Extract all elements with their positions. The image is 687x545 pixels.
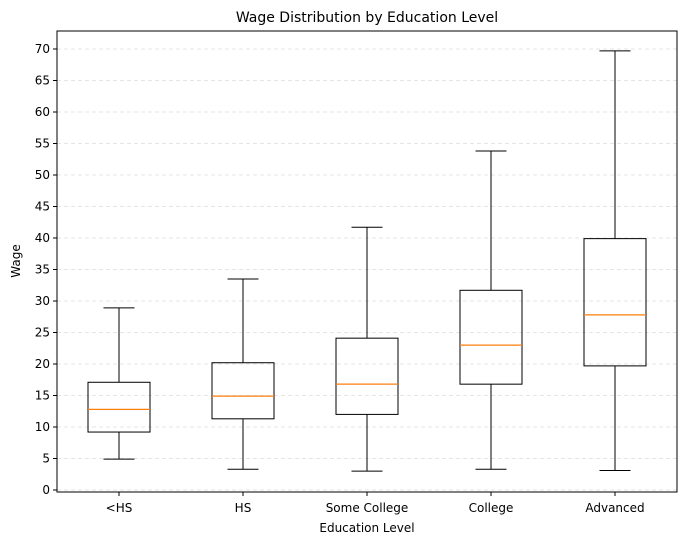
y-tick-label-20: 20 <box>35 357 50 371</box>
box-group-1 <box>211 278 275 470</box>
x-tick-label-2: Some College <box>326 501 409 515</box>
y-tick-label-0: 0 <box>42 483 50 497</box>
iqr-box <box>459 289 523 385</box>
y-tick-label-45: 45 <box>35 200 50 214</box>
y-axis-ticks: 0 5 10 15 20 25 30 35 40 45 50 55 60 65 70 <box>35 42 57 497</box>
y-tick-label-5: 5 <box>42 452 50 466</box>
box-group-3 <box>459 150 523 470</box>
y-tick-label-15: 15 <box>35 389 50 403</box>
x-tick-label-1: HS <box>235 501 252 515</box>
boxes <box>87 50 647 472</box>
y-tick-label-65: 65 <box>35 74 50 88</box>
chart-title: Wage Distribution by Education Level <box>236 10 498 26</box>
x-axis-ticks: <HS HS Some College College Advanced <box>106 492 645 515</box>
y-axis-label: Wage <box>9 244 23 277</box>
y-tick-label-60: 60 <box>35 105 50 119</box>
x-axis-label: Education Level <box>319 521 414 535</box>
y-tick-label-10: 10 <box>35 420 50 434</box>
box-group-0 <box>87 307 151 460</box>
x-tick-label-4: Advanced <box>585 501 644 515</box>
y-tick-label-50: 50 <box>35 168 50 182</box>
iqr-box <box>87 381 151 433</box>
y-tick-label-40: 40 <box>35 231 50 245</box>
box-group-2 <box>335 226 399 472</box>
y-tick-label-70: 70 <box>35 42 50 56</box>
iqr-box <box>335 337 399 415</box>
y-tick-label-35: 35 <box>35 263 50 277</box>
iqr-box <box>583 238 647 367</box>
y-tick-label-55: 55 <box>35 137 50 151</box>
y-tick-label-25: 25 <box>35 326 50 340</box>
iqr-box <box>211 362 275 420</box>
x-tick-label-0: <HS <box>106 501 133 515</box>
box-group-4 <box>583 50 647 471</box>
x-tick-label-3: College <box>469 501 514 515</box>
y-tick-label-30: 30 <box>35 294 50 308</box>
